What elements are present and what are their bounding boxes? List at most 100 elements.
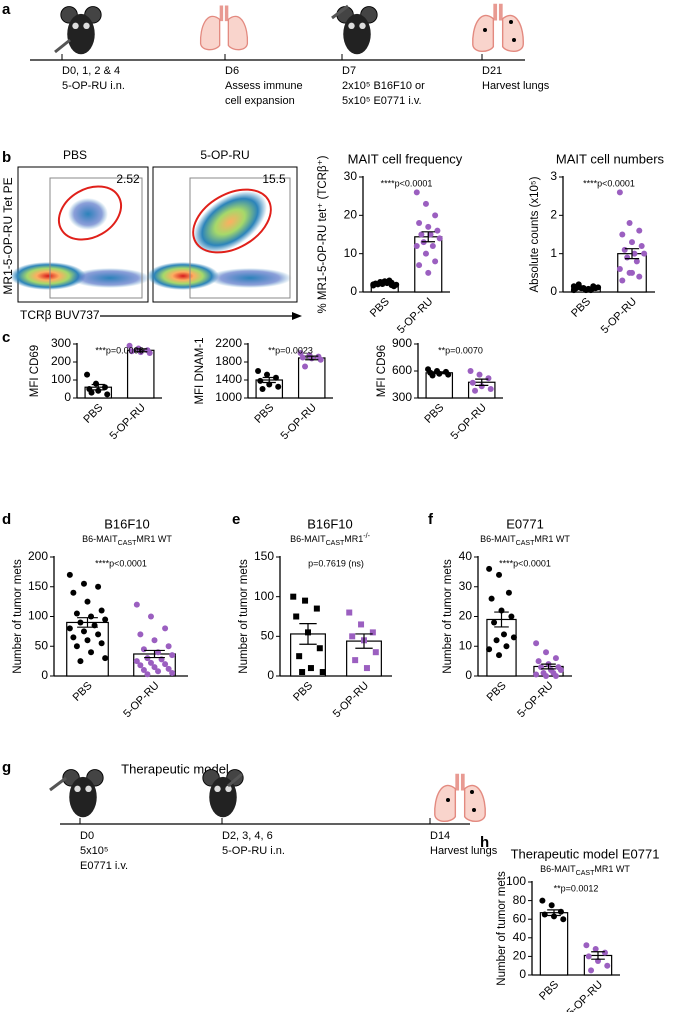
- flow-title: PBS: [63, 148, 87, 162]
- chart-title: E0771: [506, 516, 544, 531]
- subtitle-sub: CAST: [516, 540, 535, 547]
- error-bar: [299, 623, 317, 645]
- panel-label: d: [2, 511, 11, 528]
- y-tick-label: 150: [254, 549, 274, 563]
- y-tick-label: 50: [261, 629, 275, 643]
- chart-subtitle: B6-MAITCASTMR1 WT: [540, 864, 630, 877]
- lungs-icon: [198, 3, 250, 52]
- y-axis-label: MFI DNAM-1: [194, 337, 206, 404]
- y-tick-label: 30: [344, 169, 358, 183]
- annotation: ****p<0.0001: [583, 178, 635, 188]
- y-tick-label: 10: [459, 638, 473, 652]
- data-point: [590, 285, 597, 292]
- subtitle-text: B6-MAIT: [540, 864, 576, 874]
- panel-label: e: [232, 511, 240, 528]
- data-point: [352, 657, 359, 664]
- x-tick-label: 5-OP-RU: [395, 296, 436, 337]
- y-tick-label: 50: [35, 638, 49, 652]
- data-point: [299, 669, 306, 676]
- data-point: [349, 633, 356, 640]
- error-bar: [144, 649, 165, 659]
- y-axis-label: Number of tumor mets: [238, 559, 250, 674]
- y-axis-label: MFI CD96: [376, 345, 388, 397]
- panel-label: f: [428, 511, 434, 528]
- data-point: [505, 589, 512, 596]
- bar: [66, 621, 109, 677]
- error-bar: [541, 663, 556, 670]
- data-point: [467, 368, 474, 374]
- data-point: [104, 391, 111, 398]
- data-point: [293, 613, 300, 620]
- data-point: [88, 389, 95, 396]
- chart-subtitle: B6-MAITCASTMR1-/-: [290, 533, 370, 547]
- data-point: [552, 655, 559, 662]
- subtitle-sub: CAST: [326, 540, 345, 547]
- data-point: [604, 962, 611, 969]
- data-point: [70, 589, 77, 596]
- data-point: [137, 662, 144, 669]
- data-point: [255, 368, 262, 374]
- error-bar: [578, 286, 594, 290]
- y-tick-label: 3: [550, 169, 557, 183]
- data-point: [539, 897, 546, 904]
- data-point: [147, 613, 154, 620]
- timeline-title: Therapeutic model: [121, 761, 229, 776]
- data-point: [557, 667, 564, 674]
- data-point: [66, 625, 73, 632]
- bar: [297, 357, 326, 399]
- y-axis-label: Number of tumor mets: [442, 559, 454, 674]
- data-point: [372, 649, 379, 656]
- data-point: [422, 200, 429, 207]
- y-tick-label: 20: [459, 609, 473, 623]
- bar: [126, 349, 155, 399]
- data-point: [126, 342, 133, 349]
- subtitle-text: B6-MAIT: [82, 534, 118, 544]
- data-point: [541, 911, 548, 918]
- gate-ellipse: [58, 185, 122, 241]
- x-tick-label: 5-OP-RU: [599, 296, 640, 337]
- data-point: [165, 643, 172, 650]
- y-tick-label: 300: [51, 336, 71, 350]
- x-tick-label: PBS: [422, 402, 446, 426]
- data-point: [102, 655, 109, 662]
- timeline-labels: D0, 1, 2 & 4 5-OP-RU i.n. D6 Assess immune c…: [62, 65, 550, 107]
- data-point: [595, 284, 602, 291]
- mouse-icon: [62, 769, 104, 818]
- y-tick-label: 0: [41, 668, 48, 682]
- data-point: [486, 565, 493, 572]
- lungs-icon: [432, 771, 488, 824]
- y-axis-label: Number of tumor mets: [496, 871, 508, 986]
- timeline-note: 5-OP-RU i.n.: [222, 845, 285, 857]
- data-point: [307, 665, 314, 672]
- flow-density: [208, 268, 292, 288]
- metastasis: [483, 28, 487, 32]
- data-point: [88, 649, 95, 656]
- y-axis-label: Number of tumor mets: [12, 559, 24, 674]
- gate-value: 2.52: [116, 172, 140, 186]
- flow-density: [10, 262, 86, 290]
- data-point: [552, 673, 559, 679]
- timeline-note: Harvest lungs: [482, 80, 550, 92]
- data-point: [363, 665, 370, 672]
- flow-density: [147, 262, 219, 290]
- x-tick-label: PBS: [71, 680, 95, 704]
- data-point: [570, 283, 577, 290]
- syringe: [227, 772, 243, 788]
- error-bar: [378, 281, 392, 286]
- y-tick-label: 1000: [215, 390, 242, 404]
- data-point: [264, 371, 271, 378]
- data-point: [425, 269, 432, 276]
- x-tick-label: PBS: [485, 680, 509, 704]
- data-point: [508, 613, 515, 620]
- error-bar: [547, 909, 561, 917]
- data-point: [624, 254, 631, 261]
- panel-label: b: [2, 149, 11, 166]
- timeline-day: D6: [225, 65, 239, 77]
- data-point: [416, 220, 423, 226]
- flow-title: 5-OP-RU: [200, 148, 249, 162]
- y-axis-label: % MR1-5-OP-RU tet⁺ (TCRβ⁺): [317, 155, 329, 313]
- data-point: [485, 375, 492, 382]
- data-point: [84, 598, 91, 605]
- timeline-note: 5-OP-RU i.n.: [62, 80, 125, 92]
- annotation: **p=0.0070: [438, 345, 483, 355]
